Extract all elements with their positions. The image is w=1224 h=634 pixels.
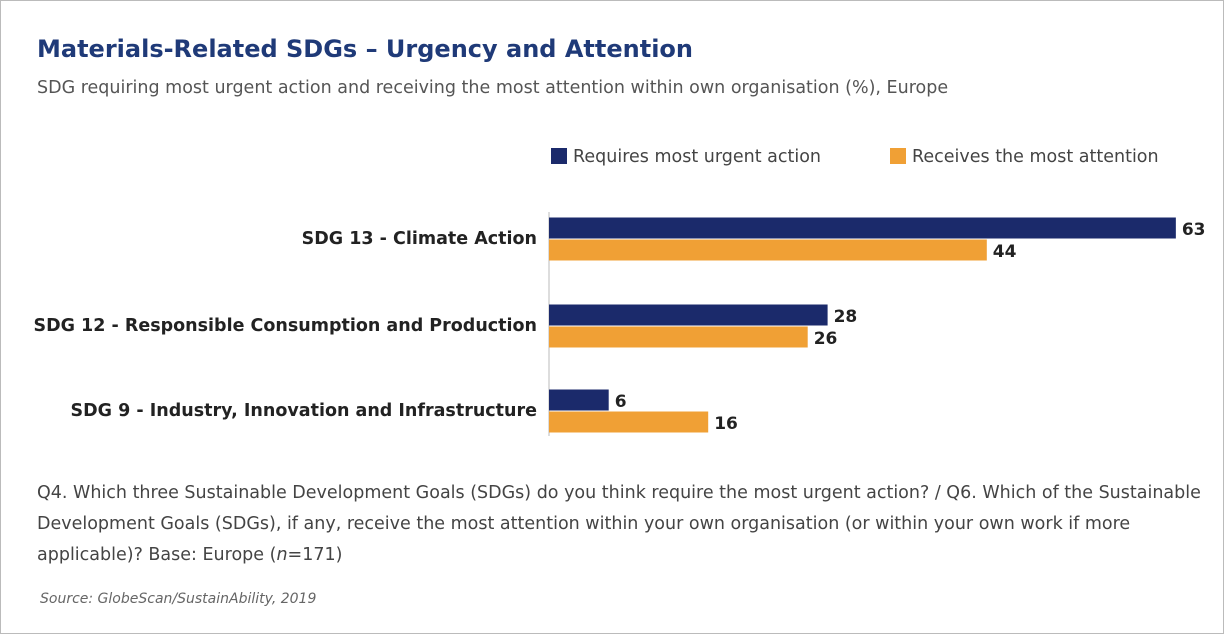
value-label: 16 bbox=[714, 414, 738, 434]
bar bbox=[549, 411, 709, 433]
value-label: 63 bbox=[1182, 220, 1206, 240]
value-label: 26 bbox=[814, 329, 838, 349]
note-text: =171) bbox=[287, 545, 343, 565]
legend-swatch bbox=[551, 148, 567, 164]
chart-subtitle: SDG requiring most urgent action and rec… bbox=[37, 78, 948, 98]
category-label: SDG 9 - Industry, Innovation and Infrast… bbox=[71, 401, 538, 421]
legend-swatch bbox=[890, 148, 906, 164]
bar bbox=[549, 326, 808, 348]
value-label: 6 bbox=[615, 392, 627, 412]
category-label: SDG 13 - Climate Action bbox=[302, 229, 537, 249]
category-label: SDG 12 - Responsible Consumption and Pro… bbox=[33, 316, 537, 336]
legend-label: Receives the most attention bbox=[912, 147, 1159, 167]
footnote: Q4. Which three Sustainable Development … bbox=[37, 478, 1202, 571]
bar bbox=[549, 217, 1176, 239]
source: Source: GlobeScan/SustainAbility, 2019 bbox=[40, 591, 317, 607]
note-italic: n bbox=[276, 545, 288, 565]
note-text: Q4. Which three Sustainable Development … bbox=[37, 483, 1201, 565]
value-label: 28 bbox=[834, 307, 858, 327]
chart-title: Materials-Related SDGs – Urgency and Att… bbox=[37, 35, 693, 63]
bar bbox=[549, 304, 828, 326]
bar bbox=[549, 239, 987, 261]
legend-label: Requires most urgent action bbox=[573, 147, 821, 167]
bar bbox=[549, 389, 609, 411]
value-label: 44 bbox=[993, 242, 1017, 262]
